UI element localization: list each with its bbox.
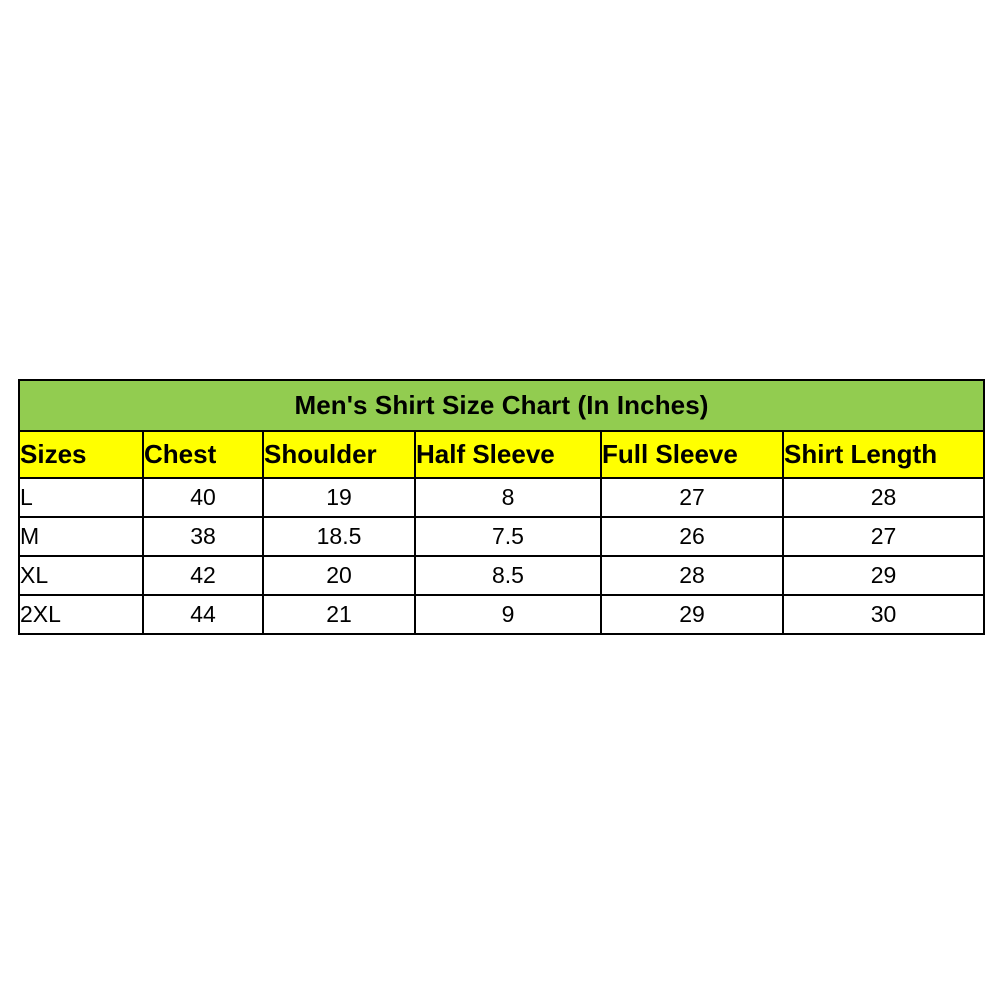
table-row: L 40 19 8 27 28 bbox=[18, 477, 986, 518]
chart-title: Men's Shirt Size Chart (In Inches) bbox=[17, 379, 986, 432]
column-header-half-sleeve: Half Sleeve bbox=[414, 430, 602, 479]
cell-full-sleeve: 29 bbox=[600, 594, 784, 635]
column-header-chest: Chest bbox=[142, 430, 264, 479]
cell-full-sleeve: 28 bbox=[600, 555, 784, 596]
size-chart-head: Men's Shirt Size Chart (In Inches) Sizes… bbox=[17, 379, 986, 479]
cell-size: M bbox=[18, 516, 144, 557]
cell-shirt-length: 28 bbox=[781, 477, 986, 518]
cell-half-sleeve: 8 bbox=[414, 477, 602, 518]
column-header-sizes: Sizes bbox=[18, 430, 144, 479]
cell-full-sleeve: 26 bbox=[600, 516, 784, 557]
cell-size: L bbox=[18, 477, 144, 518]
title-row: Men's Shirt Size Chart (In Inches) bbox=[17, 379, 986, 432]
column-header-shirt-length: Shirt Length bbox=[781, 430, 986, 479]
cell-full-sleeve: 27 bbox=[600, 477, 784, 518]
cell-shirt-length: 27 bbox=[781, 516, 986, 557]
cell-shirt-length: 29 bbox=[781, 555, 986, 596]
header-row: Sizes Chest Shoulder Half Sleeve Full Sl… bbox=[18, 430, 986, 479]
cell-half-sleeve: 9 bbox=[414, 594, 602, 635]
table-row: M 38 18.5 7.5 26 27 bbox=[18, 516, 986, 557]
cell-shoulder: 20 bbox=[262, 555, 416, 596]
size-chart-container: Men's Shirt Size Chart (In Inches) Sizes… bbox=[17, 379, 986, 635]
cell-chest: 42 bbox=[142, 555, 264, 596]
table-row: 2XL 44 21 9 29 30 bbox=[18, 594, 986, 635]
cell-half-sleeve: 8.5 bbox=[414, 555, 602, 596]
cell-chest: 38 bbox=[142, 516, 264, 557]
cell-size: 2XL bbox=[18, 594, 144, 635]
cell-chest: 44 bbox=[142, 594, 264, 635]
table-row: XL 42 20 8.5 28 29 bbox=[18, 555, 986, 596]
cell-shoulder: 19 bbox=[262, 477, 416, 518]
cell-shoulder: 21 bbox=[262, 594, 416, 635]
cell-chest: 40 bbox=[142, 477, 264, 518]
cell-size: XL bbox=[18, 555, 144, 596]
column-header-full-sleeve: Full Sleeve bbox=[600, 430, 784, 479]
column-header-shoulder: Shoulder bbox=[262, 430, 416, 479]
size-chart-body: L 40 19 8 27 28 M 38 18.5 7.5 26 27 XL 4… bbox=[18, 477, 986, 635]
cell-shoulder: 18.5 bbox=[262, 516, 416, 557]
cell-shirt-length: 30 bbox=[781, 594, 986, 635]
size-chart-table: Men's Shirt Size Chart (In Inches) Sizes… bbox=[17, 379, 986, 635]
cell-half-sleeve: 7.5 bbox=[414, 516, 602, 557]
